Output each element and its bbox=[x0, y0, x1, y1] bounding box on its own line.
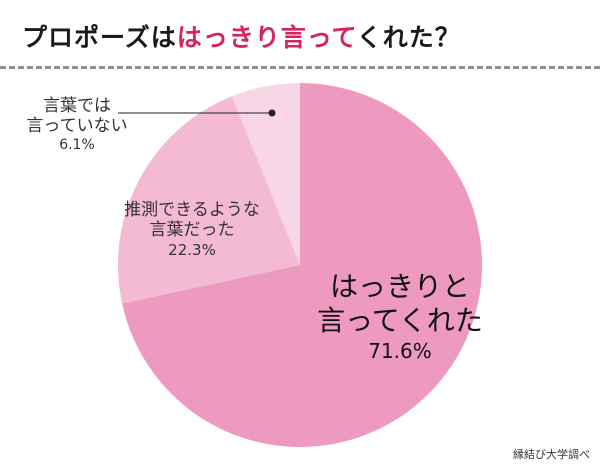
chart-title: プロポーズははっきり言ってくれた？ bbox=[22, 18, 461, 54]
slice-label-not-said: 言葉では 言っていない 6.1% bbox=[22, 96, 132, 154]
dashed-divider bbox=[0, 66, 600, 69]
slice-label-implied-line1: 推測できるような bbox=[124, 200, 260, 220]
slice-label-clear-line1: はっきりと bbox=[329, 270, 470, 303]
slice-label-implied: 推測できるような 言葉だった 22.3% bbox=[112, 200, 272, 259]
slice-percent-implied: 22.3% bbox=[168, 240, 216, 259]
pie-slice-1 bbox=[117, 96, 300, 304]
pie-slice-0 bbox=[122, 83, 482, 447]
title-highlight: はっきり言って bbox=[176, 23, 357, 52]
slice-percent-clear: 71.6% bbox=[368, 339, 432, 364]
title-part-2: くれた？ bbox=[356, 23, 461, 52]
title-part-1: プロポーズは bbox=[22, 23, 177, 52]
slice-percent-not-said: 6.1% bbox=[59, 136, 95, 153]
pie-slice-2 bbox=[231, 83, 300, 265]
slice-label-not-said-line1: 言葉では bbox=[43, 96, 111, 116]
source-note: 縁結び大学調べ bbox=[513, 448, 590, 461]
leader-dot bbox=[268, 109, 276, 117]
slice-label-clear: はっきりと 言ってくれた 71.6% bbox=[300, 270, 500, 363]
slice-label-clear-line2: 言ってくれた bbox=[317, 303, 483, 337]
slice-label-implied-line2: 言葉だった bbox=[149, 220, 235, 241]
slice-label-not-said-line2: 言っていない bbox=[26, 116, 128, 137]
